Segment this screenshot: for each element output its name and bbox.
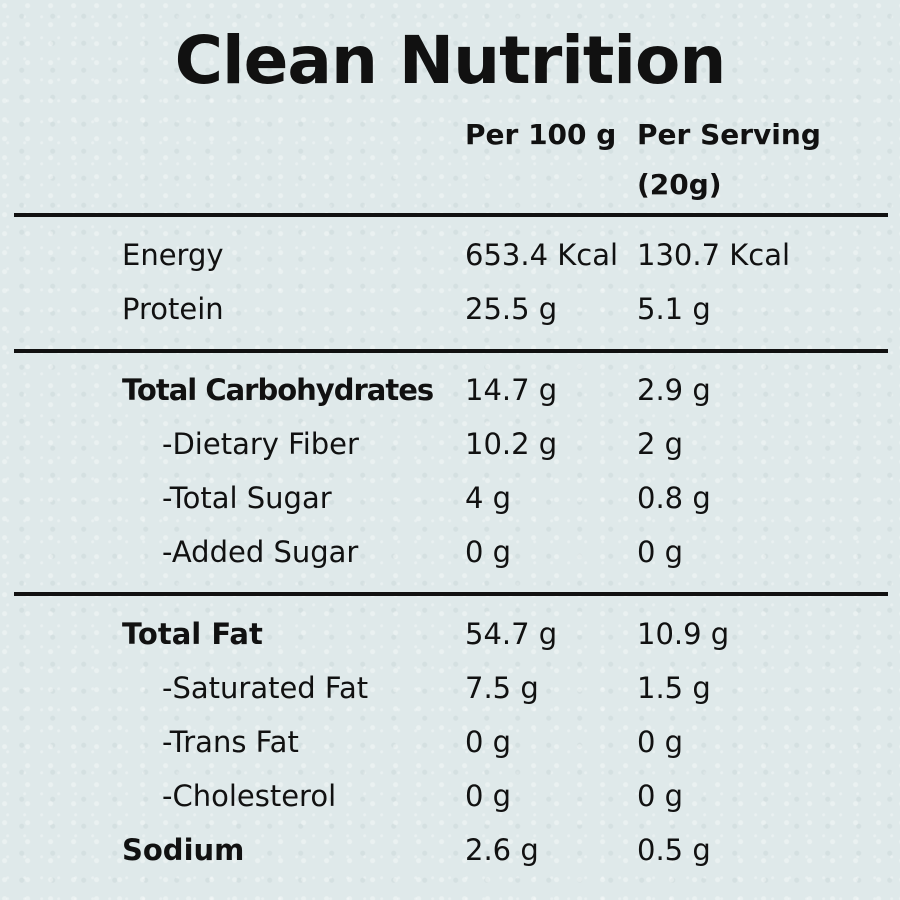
row-value-energy-per-serving: 130.7 Kcal bbox=[637, 238, 791, 272]
column-header-serving-size: (20g) bbox=[637, 168, 722, 201]
row-value-sodium-per-100g: 2.6 g bbox=[465, 833, 539, 867]
divider-header bbox=[14, 213, 888, 217]
row-label-total-sugar: -Total Sugar bbox=[162, 481, 332, 515]
page-title: Clean Nutrition bbox=[174, 22, 727, 99]
row-value-cholesterol-per-100g: 0 g bbox=[465, 779, 512, 813]
row-label-saturated-fat: -Saturated Fat bbox=[162, 671, 369, 705]
row-value-trans-fat-per-100g: 0 g bbox=[465, 725, 512, 759]
column-header-per-100g: Per 100 g bbox=[465, 118, 617, 151]
divider-carbohydrates bbox=[14, 592, 888, 596]
row-label-protein: Protein bbox=[122, 292, 224, 326]
row-value-added-sugar-per-serving: 0 g bbox=[637, 535, 684, 569]
row-value-added-sugar-per-100g: 0 g bbox=[465, 535, 512, 569]
row-value-saturated-fat-per-serving: 1.5 g bbox=[637, 671, 711, 705]
row-value-sodium-per-serving: 0.5 g bbox=[637, 833, 711, 867]
column-header-per-serving: Per Serving bbox=[637, 118, 821, 151]
row-value-total-fat-per-serving: 10.9 g bbox=[637, 617, 730, 651]
row-label-trans-fat: -Trans Fat bbox=[162, 725, 299, 759]
row-value-fiber-per-serving: 2 g bbox=[637, 427, 684, 461]
row-label-sodium: Sodium bbox=[122, 833, 245, 867]
row-value-energy-per-100g: 653.4 Kcal bbox=[465, 238, 619, 272]
row-value-fiber-per-100g: 10.2 g bbox=[465, 427, 558, 461]
row-label-energy: Energy bbox=[122, 238, 224, 272]
row-value-protein-per-serving: 5.1 g bbox=[637, 292, 711, 326]
row-value-cholesterol-per-serving: 0 g bbox=[637, 779, 684, 813]
row-value-total-sugar-per-100g: 4 g bbox=[465, 481, 512, 515]
row-value-total-sugar-per-serving: 0.8 g bbox=[637, 481, 711, 515]
row-value-carbs-per-serving: 2.9 g bbox=[637, 373, 711, 407]
divider-protein bbox=[14, 349, 888, 353]
row-label-dietary-fiber: -Dietary Fiber bbox=[162, 427, 359, 461]
row-value-carbs-per-100g: 14.7 g bbox=[465, 373, 558, 407]
row-value-saturated-fat-per-100g: 7.5 g bbox=[465, 671, 539, 705]
row-value-total-fat-per-100g: 54.7 g bbox=[465, 617, 558, 651]
row-label-total-fat: Total Fat bbox=[122, 617, 263, 651]
row-label-total-carbohydrates: Total Carbohydrates bbox=[122, 373, 434, 407]
row-value-protein-per-100g: 25.5 g bbox=[465, 292, 558, 326]
row-value-trans-fat-per-serving: 0 g bbox=[637, 725, 684, 759]
row-label-added-sugar: -Added Sugar bbox=[162, 535, 359, 569]
row-label-cholesterol: -Cholesterol bbox=[162, 779, 337, 813]
